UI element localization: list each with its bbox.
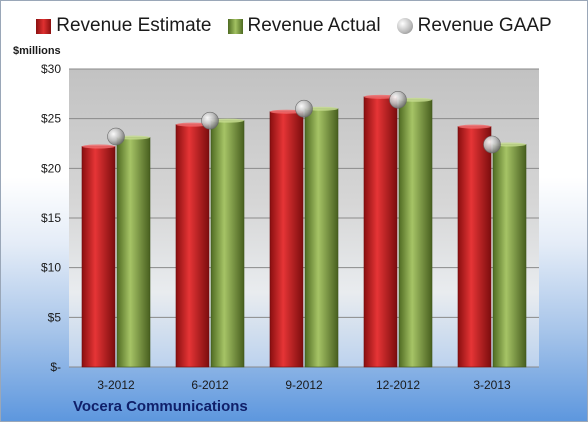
bar-revenue-actual-cap bbox=[305, 106, 338, 111]
marker-revenue-gaap bbox=[389, 90, 407, 109]
legend: Revenue Estimate Revenue Actual Revenue … bbox=[1, 15, 587, 37]
y-tick-label: $- bbox=[50, 360, 61, 374]
y-tick-label: $10 bbox=[41, 261, 61, 275]
legend-item-actual: Revenue Actual bbox=[227, 15, 381, 37]
legend-swatch-actual bbox=[227, 18, 243, 34]
bar-revenue-actual bbox=[398, 99, 433, 368]
marker-revenue-gaap bbox=[201, 111, 219, 130]
x-tick-label: 3-2013 bbox=[473, 378, 511, 392]
bar-revenue-actual-cap bbox=[117, 135, 150, 140]
bar-revenue-estimate bbox=[81, 146, 116, 368]
bar-revenue-actual bbox=[304, 108, 339, 368]
y-tick-label: $5 bbox=[48, 310, 62, 324]
bar-revenue-actual-cap bbox=[211, 118, 244, 123]
marker-revenue-gaap bbox=[483, 135, 501, 154]
bar-revenue-estimate bbox=[269, 111, 304, 368]
bar-revenue-actual bbox=[492, 144, 527, 368]
bar-revenue-estimate-cap bbox=[458, 124, 491, 129]
bar-revenue-estimate-cap bbox=[82, 144, 115, 149]
legend-label-actual: Revenue Actual bbox=[247, 15, 381, 36]
bar-revenue-estimate bbox=[363, 96, 398, 368]
legend-label-estimate: Revenue Estimate bbox=[56, 15, 212, 36]
bar-revenue-actual bbox=[116, 137, 151, 368]
x-tick-label: 3-2012 bbox=[97, 378, 135, 392]
bar-revenue-estimate bbox=[175, 124, 210, 368]
legend-marker-gaap bbox=[396, 18, 413, 34]
y-tick-label: $15 bbox=[41, 211, 61, 225]
bar-revenue-estimate bbox=[457, 126, 492, 368]
bar-revenue-estimate-cap bbox=[364, 94, 397, 99]
x-tick-label: 6-2012 bbox=[191, 378, 229, 392]
legend-item-estimate: Revenue Estimate bbox=[36, 15, 212, 37]
y-tick-label: $30 bbox=[41, 62, 61, 76]
bar-revenue-actual bbox=[210, 120, 245, 368]
y-tick-label: $25 bbox=[41, 112, 61, 126]
x-tick-label: 9-2012 bbox=[285, 378, 323, 392]
marker-revenue-gaap bbox=[107, 127, 125, 146]
x-tick-label: 12-2012 bbox=[376, 378, 420, 392]
legend-item-gaap: Revenue GAAP bbox=[396, 15, 552, 37]
y-axis-unit-label: $millions bbox=[13, 45, 61, 57]
y-tick-label: $20 bbox=[41, 161, 61, 175]
bar-revenue-actual-cap bbox=[493, 142, 526, 147]
company-label: Vocera Communications bbox=[73, 398, 248, 415]
legend-swatch-estimate bbox=[36, 18, 52, 34]
bar-revenue-estimate-cap bbox=[270, 109, 303, 114]
bar-revenue-actual-cap bbox=[399, 97, 432, 102]
bar-revenue-estimate-cap bbox=[176, 122, 209, 127]
marker-revenue-gaap bbox=[295, 99, 313, 118]
legend-label-gaap: Revenue GAAP bbox=[417, 15, 552, 36]
